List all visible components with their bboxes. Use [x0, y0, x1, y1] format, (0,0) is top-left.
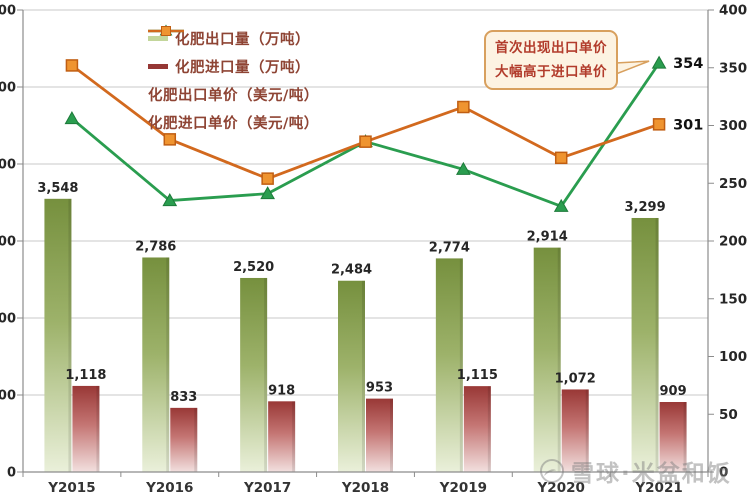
export-bar-label-Y2016: 2,786: [135, 239, 176, 254]
import-price-line-swatch: [148, 26, 184, 36]
export-price-marker-Y2016: [162, 193, 178, 207]
import-volume-bar-swatch: [148, 63, 168, 69]
export-bar-label-Y2020: 2,914: [527, 230, 568, 245]
axis-labels: 6,000 5,000 4,000 3,000 2,000 1,000 0 400 350 300…: [0, 3, 747, 497]
import-bar-Y2020: [561, 389, 589, 472]
legend-item-import-volume: 化肥进口量（万吨）: [148, 52, 319, 80]
import-bar-label-Y2019: 1,115: [457, 368, 498, 383]
left-axis-label: 3,000: [0, 235, 16, 250]
right-axis-label: 100: [719, 349, 747, 365]
left-axis-label: 0: [7, 466, 16, 481]
line-import-price: 301: [65, 59, 703, 185]
import-price-marker-Y2016: [163, 133, 177, 146]
left-axis-label: 1,000: [0, 389, 16, 404]
right-axis-label: 150: [719, 291, 747, 307]
export-bar-Y2018: [338, 280, 365, 472]
import-price-marker-Y2020: [554, 151, 568, 165]
right-axis-label: 250: [719, 176, 747, 192]
import-bar-label-Y2016: 833: [170, 390, 197, 405]
axis-ticks: [17, 9, 714, 477]
import-bar-Y2015: [72, 385, 100, 472]
export-bar-Y2021: [631, 217, 659, 472]
gridlines: [23, 9, 708, 396]
legend-item-export-volume: 化肥出口量（万吨）: [148, 24, 319, 52]
export-price-marker-Y2015: [64, 111, 80, 125]
import-price-marker-Y2021: [652, 118, 666, 131]
legend-item-export-price: 化肥出口单价（美元/吨）: [148, 24, 319, 108]
import-price-marker-Y2015: [65, 59, 79, 72]
export-bar-Y2020: [533, 247, 561, 472]
left-axis-label: 5,000: [0, 81, 16, 96]
legend-label: 化肥进口量（万吨）: [175, 59, 310, 76]
export-bar-Y2019: [435, 258, 463, 472]
right-axis-label: 400: [719, 3, 747, 19]
export-price-marker-Y2017: [260, 186, 275, 200]
import-bar-label-Y2021: 909: [660, 384, 687, 399]
right-axis-label: 350: [719, 60, 747, 76]
x-axis-label-Y2020: Y2020: [537, 480, 585, 496]
export-bar-label-Y2018: 2,484: [331, 263, 372, 278]
export-bar-Y2015: [44, 198, 72, 472]
bar-value-labels: 3,548 1,118 2,786 833 2,520 918 2,484 953 2,774 1…: [37, 181, 686, 405]
export-price-marker-Y2019: [456, 161, 471, 175]
import-price-end-label: 301: [673, 117, 703, 133]
right-axis-label: 0: [719, 465, 728, 481]
left-axis-label: 6,000: [0, 4, 16, 19]
right-axis-label: 200: [719, 234, 747, 250]
legend-label: 化肥进口单价（美元/吨）: [148, 115, 319, 132]
import-bar-Y2016: [170, 407, 198, 472]
export-price-marker-Y2020: [553, 198, 569, 212]
right-axis-label: 50: [719, 407, 738, 423]
x-axis-label-Y2021: Y2021: [634, 480, 682, 496]
x-axis-label-Y2016: Y2016: [145, 480, 193, 496]
export-bar-Y2016: [142, 257, 170, 472]
import-bar-label-Y2015: 1,118: [65, 368, 106, 383]
annotation-callout: 首次出现出口单价 大幅高于进口单价: [484, 30, 618, 90]
export-bar-Y2017: [240, 277, 268, 472]
legend: 化肥出口量（万吨） 化肥进口量（万吨） 化肥出口单价（美元/吨） 化肥进口单价（…: [148, 24, 319, 136]
right-axis-label: 300: [719, 118, 747, 134]
bars: [44, 198, 687, 472]
import-bar-label-Y2018: 953: [366, 381, 393, 396]
legend-label: 化肥出口单价（美元/吨）: [148, 87, 319, 104]
import-bar-label-Y2017: 918: [268, 383, 295, 398]
export-bar-label-Y2017: 2,520: [233, 260, 274, 275]
legend-label: 化肥出口量（万吨）: [175, 31, 310, 48]
import-bar-label-Y2020: 1,072: [555, 371, 596, 386]
export-bar-label-Y2021: 3,299: [625, 200, 666, 215]
annotation-line-2: 大幅高于进口单价: [495, 64, 607, 80]
annotation-line-1: 首次出现出口单价: [495, 40, 607, 56]
export-price-end-label: 354: [673, 56, 703, 72]
import-price-marker-Y2017: [261, 172, 274, 185]
left-axis-label: 4,000: [0, 158, 16, 173]
import-bar-Y2019: [463, 386, 491, 472]
import-price-marker-Y2018: [359, 135, 372, 148]
x-axis-label-Y2019: Y2019: [439, 480, 487, 496]
export-bar-label-Y2015: 3,548: [37, 181, 78, 196]
import-price-marker-Y2019: [457, 100, 470, 114]
x-axis-label-Y2017: Y2017: [243, 480, 291, 496]
x-axis-label-Y2015: Y2015: [47, 480, 95, 496]
export-bar-label-Y2019: 2,774: [429, 240, 470, 255]
axis-lines: [22, 10, 709, 473]
export-volume-bar-swatch: [148, 35, 168, 41]
left-axis-label: 2,000: [0, 312, 16, 327]
export-price-marker-Y2021: [651, 55, 667, 69]
import-bar-Y2021: [659, 402, 687, 472]
import-bar-Y2018: [366, 398, 393, 472]
x-axis-label-Y2018: Y2018: [341, 480, 389, 496]
legend-item-import-price: 化肥进口单价（美元/吨）: [148, 26, 319, 136]
import-bar-Y2017: [268, 401, 296, 472]
